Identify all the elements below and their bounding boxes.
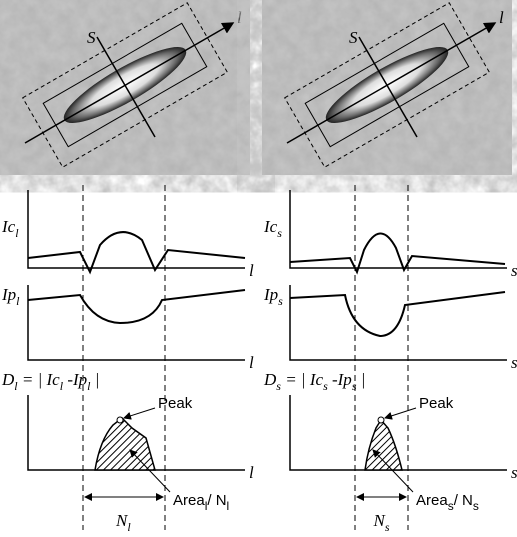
ip-label-sub: s (278, 294, 283, 308)
ip-label: Ipl (1, 285, 20, 308)
n-label-sub: s (385, 520, 390, 534)
d-formula-part: D (1, 370, 15, 389)
peak-label: Peak (158, 395, 193, 412)
d-formula: Dl = | Icl -Ipl | (1, 370, 99, 393)
image-label: S (349, 28, 358, 47)
axis-label: s (511, 353, 517, 372)
d-formula: Ds = | Ics -Ips | (263, 370, 365, 393)
peak-arrow (385, 408, 416, 418)
image-label: l (499, 8, 504, 27)
area-label-part: s (473, 499, 479, 513)
ic-curve (28, 232, 245, 272)
figure: SlIcllIpllDl = | Icl -Ipl |PeaklAreal/ N… (0, 0, 517, 537)
d-formula-part: = | Ic (281, 370, 324, 389)
peak-marker (378, 417, 384, 423)
panel (262, 0, 512, 530)
panel (0, 0, 250, 530)
d-formula-part: -Ip (328, 370, 352, 389)
ic-label: Ics (263, 217, 282, 240)
area-label-part: / N (454, 492, 473, 509)
ic-label-sub: s (277, 226, 282, 240)
area-label: Areas/ Ns (416, 492, 479, 513)
ip-label-sub: l (16, 294, 20, 308)
d-formula-part: | (356, 370, 365, 389)
image-label: S (87, 28, 96, 47)
axis-label: l (249, 463, 254, 482)
area-label: Areal/ Nl (173, 492, 229, 513)
axis-label: l (249, 261, 254, 280)
image-label: l (237, 8, 242, 27)
ip-label: Ips (263, 285, 283, 308)
area-label-part: l (227, 499, 230, 513)
ic-curve (290, 233, 505, 272)
n-label-sub: l (127, 520, 131, 534)
ip-curve (290, 292, 505, 336)
ic-label-sub: l (15, 226, 19, 240)
ic-label-base: Ic (263, 217, 278, 236)
n-label: Nl (115, 511, 131, 534)
area-label-part: / N (207, 492, 226, 509)
peak-arrow (124, 408, 155, 418)
d-formula-part: = | Ic (18, 370, 61, 389)
ic-label: Icl (1, 217, 19, 240)
ip-label-base: Ip (1, 285, 16, 304)
n-label: Ns (373, 511, 390, 534)
axis-label: l (249, 353, 254, 372)
difference-area (95, 418, 155, 470)
area-label-part: Area (173, 492, 205, 509)
ip-label-base: Ip (263, 285, 278, 304)
d-formula-part: D (263, 370, 277, 389)
d-formula-part: -Ip (63, 370, 87, 389)
axis (28, 190, 245, 268)
peak-marker (117, 417, 123, 423)
difference-area (365, 420, 402, 470)
peak-label: Peak (419, 395, 454, 412)
ip-curve (28, 290, 245, 323)
ic-label-base: Ic (1, 217, 16, 236)
area-label-part: Area (416, 492, 448, 509)
d-formula-part: | (91, 370, 100, 389)
axis-label: s (511, 261, 517, 280)
axis-label: s (511, 463, 517, 482)
